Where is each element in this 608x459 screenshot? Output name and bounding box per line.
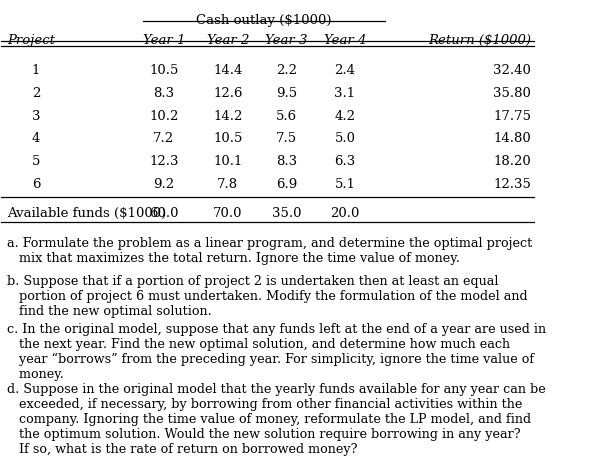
Text: b. Suppose that if a portion of project 2 is undertaken then at least an equal
 : b. Suppose that if a portion of project … [7, 274, 527, 317]
Text: 2.2: 2.2 [276, 63, 297, 77]
Text: 5: 5 [32, 155, 40, 168]
Text: Year 1: Year 1 [143, 34, 185, 46]
Text: Project: Project [7, 34, 55, 46]
Text: 10.5: 10.5 [213, 132, 243, 145]
Text: 6: 6 [32, 178, 40, 191]
Text: 14.4: 14.4 [213, 63, 243, 77]
Text: 9.2: 9.2 [153, 178, 174, 191]
Text: 12.6: 12.6 [213, 86, 243, 100]
Text: 14.2: 14.2 [213, 109, 243, 122]
Text: 12.3: 12.3 [149, 155, 179, 168]
Text: 1: 1 [32, 63, 40, 77]
Text: Available funds ($1000): Available funds ($1000) [7, 207, 166, 220]
Text: 60.0: 60.0 [149, 207, 179, 220]
Text: 35.80: 35.80 [494, 86, 531, 100]
Text: 18.20: 18.20 [494, 155, 531, 168]
Text: 17.75: 17.75 [493, 109, 531, 122]
Text: 10.1: 10.1 [213, 155, 243, 168]
Text: d. Suppose in the original model that the yearly funds available for any year ca: d. Suppose in the original model that th… [7, 382, 545, 455]
Text: Year 4: Year 4 [323, 34, 366, 46]
Text: 12.35: 12.35 [494, 178, 531, 191]
Text: 70.0: 70.0 [213, 207, 243, 220]
Text: Return ($1000): Return ($1000) [428, 34, 531, 46]
Text: 8.3: 8.3 [153, 86, 174, 100]
Text: 7.5: 7.5 [276, 132, 297, 145]
Text: 7.2: 7.2 [153, 132, 174, 145]
Text: 10.2: 10.2 [149, 109, 179, 122]
Text: 10.5: 10.5 [149, 63, 179, 77]
Text: 5.1: 5.1 [334, 178, 356, 191]
Text: 9.5: 9.5 [276, 86, 297, 100]
Text: 5.0: 5.0 [334, 132, 356, 145]
Text: 2: 2 [32, 86, 40, 100]
Text: 8.3: 8.3 [276, 155, 297, 168]
Text: 14.80: 14.80 [494, 132, 531, 145]
Text: 35.0: 35.0 [272, 207, 301, 220]
Text: 20.0: 20.0 [330, 207, 359, 220]
Text: Year 3: Year 3 [265, 34, 308, 46]
Text: 3: 3 [32, 109, 40, 122]
Text: 3.1: 3.1 [334, 86, 356, 100]
Text: 6.9: 6.9 [275, 178, 297, 191]
Text: Year 2: Year 2 [207, 34, 249, 46]
Text: 4.2: 4.2 [334, 109, 356, 122]
Text: 32.40: 32.40 [494, 63, 531, 77]
Text: Cash outlay ($1000): Cash outlay ($1000) [196, 14, 331, 27]
Text: c. In the original model, suppose that any funds left at the end of a year are u: c. In the original model, suppose that a… [7, 322, 546, 381]
Text: a. Formulate the problem as a linear program, and determine the optimal project
: a. Formulate the problem as a linear pro… [7, 236, 532, 264]
Text: 6.3: 6.3 [334, 155, 356, 168]
Text: 4: 4 [32, 132, 40, 145]
Text: 2.4: 2.4 [334, 63, 356, 77]
Text: 5.6: 5.6 [276, 109, 297, 122]
Text: 7.8: 7.8 [217, 178, 238, 191]
